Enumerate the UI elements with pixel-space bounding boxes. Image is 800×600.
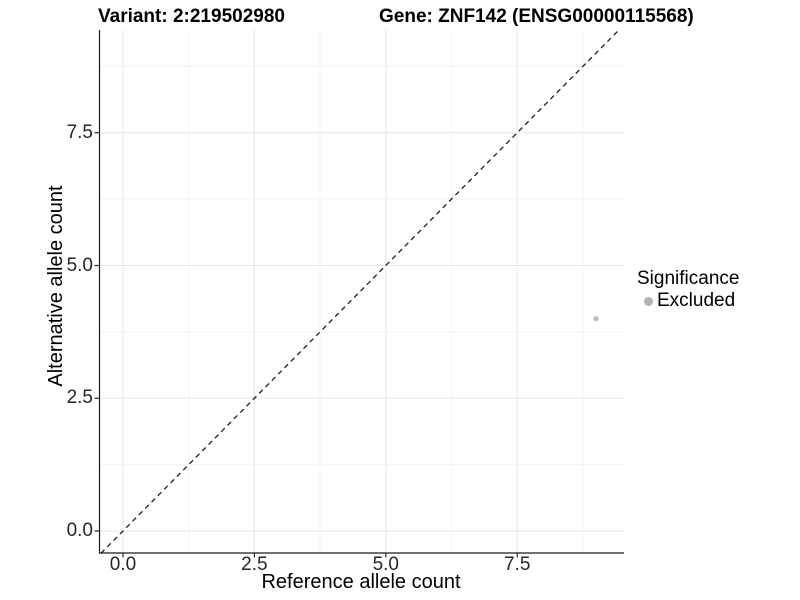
data-point bbox=[593, 316, 599, 322]
plot-title-variant: Variant: 2:219502980 bbox=[98, 6, 285, 27]
legend-item-label: Excluded bbox=[657, 290, 736, 311]
legend: Significance Excluded bbox=[637, 268, 740, 311]
x-tick-label: 7.5 bbox=[503, 554, 531, 575]
x-tick-label: 0.0 bbox=[109, 554, 137, 575]
x-tick-label: 2.5 bbox=[241, 554, 268, 575]
y-axis-title: Alternative allele count bbox=[45, 185, 67, 387]
y-tick-label: 7.5 bbox=[66, 121, 93, 143]
excluded-point-icon bbox=[644, 296, 653, 306]
legend-title: Significance bbox=[637, 268, 740, 289]
y-tick-label: 2.5 bbox=[66, 387, 93, 409]
plot-title-gene: Gene: ZNF142 (ENSG00000115568) bbox=[379, 6, 694, 27]
plot-panel bbox=[99, 30, 624, 553]
x-axis-title: Reference allele count bbox=[261, 571, 461, 593]
y-tick-label: 0.0 bbox=[66, 520, 93, 541]
legend-item-excluded: Excluded bbox=[644, 290, 735, 312]
y-tick-label: 5.0 bbox=[66, 254, 93, 276]
identity-dashed-line bbox=[100, 30, 619, 554]
x-tick-label: 5.0 bbox=[372, 554, 399, 575]
